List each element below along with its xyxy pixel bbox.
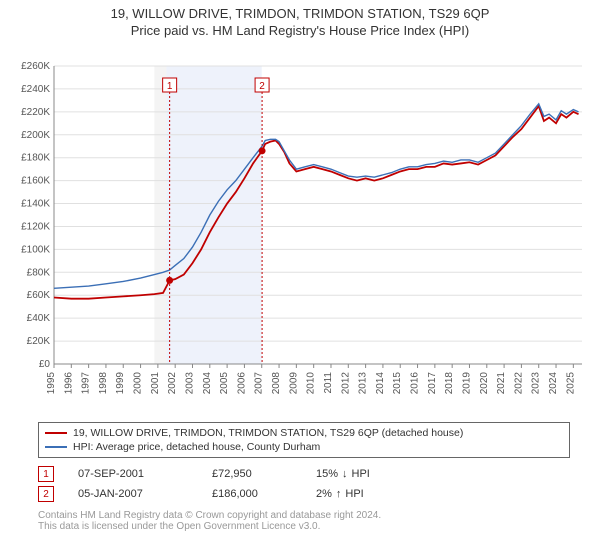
svg-text:£100K: £100K [21, 244, 50, 255]
svg-text:2005: 2005 [219, 372, 230, 395]
svg-text:£180K: £180K [21, 153, 50, 164]
svg-text:£20K: £20K [27, 336, 51, 347]
svg-text:2: 2 [259, 81, 265, 92]
svg-text:£120K: £120K [21, 221, 50, 232]
transaction-diff: 2% ↑ HPI [316, 488, 364, 500]
svg-text:2019: 2019 [461, 372, 472, 395]
transaction-price: £72,950 [212, 468, 292, 480]
svg-text:1999: 1999 [115, 372, 126, 395]
legend-item-hpi: HPI: Average price, detached house, Coun… [45, 440, 563, 454]
svg-text:2010: 2010 [306, 372, 317, 395]
attribution-text: Contains HM Land Registry data © Crown c… [38, 510, 570, 532]
svg-text:2018: 2018 [444, 372, 455, 395]
legend-label: 19, WILLOW DRIVE, TRIMDON, TRIMDON STATI… [73, 427, 463, 439]
price-chart: £0 £20K £40K £60K £80K £100K £120K £140K £160K £1… [10, 46, 590, 416]
svg-text:1: 1 [167, 81, 173, 92]
svg-text:2014: 2014 [375, 372, 386, 395]
legend-label: HPI: Average price, detached house, Coun… [73, 441, 320, 453]
svg-text:£220K: £220K [21, 107, 50, 118]
transaction-marker: 1 [38, 466, 54, 482]
svg-text:2007: 2007 [254, 372, 265, 395]
svg-text:2017: 2017 [427, 372, 438, 395]
transaction-marker: 2 [38, 486, 54, 502]
svg-text:£200K: £200K [21, 130, 50, 141]
chart-title-address: 19, WILLOW DRIVE, TRIMDON, TRIMDON STATI… [0, 6, 600, 21]
svg-text:1998: 1998 [98, 372, 109, 395]
svg-text:1997: 1997 [81, 372, 92, 395]
chart-title-sub: Price paid vs. HM Land Registry's House … [0, 23, 600, 38]
svg-text:2001: 2001 [150, 372, 161, 395]
transaction-row: 2 05-JAN-2007 £186,000 2% ↑ HPI [38, 484, 570, 504]
svg-text:£40K: £40K [27, 313, 51, 324]
svg-text:2013: 2013 [358, 372, 369, 395]
svg-text:£0: £0 [39, 359, 51, 370]
chart-legend: 19, WILLOW DRIVE, TRIMDON, TRIMDON STATI… [38, 422, 570, 458]
transactions-table: 1 07-SEP-2001 £72,950 15% ↓ HPI 2 05-JAN… [38, 464, 570, 504]
svg-text:2003: 2003 [184, 372, 195, 395]
chart-titles: 19, WILLOW DRIVE, TRIMDON, TRIMDON STATI… [0, 0, 600, 40]
legend-item-property: 19, WILLOW DRIVE, TRIMDON, TRIMDON STATI… [45, 426, 563, 440]
svg-text:2009: 2009 [288, 372, 299, 395]
arrow-up-icon: ↑ [336, 488, 342, 500]
svg-text:2011: 2011 [323, 372, 334, 394]
svg-text:2020: 2020 [479, 372, 490, 395]
svg-text:£60K: £60K [27, 290, 51, 301]
svg-text:£260K: £260K [21, 61, 50, 72]
arrow-down-icon: ↓ [342, 468, 348, 480]
svg-text:£240K: £240K [21, 84, 50, 95]
svg-text:2006: 2006 [236, 372, 247, 395]
svg-text:£80K: £80K [27, 267, 51, 278]
svg-text:£140K: £140K [21, 199, 50, 210]
svg-text:2012: 2012 [340, 372, 351, 395]
svg-text:2025: 2025 [565, 372, 576, 395]
svg-text:2016: 2016 [410, 372, 421, 395]
chart-svg: £0 £20K £40K £60K £80K £100K £120K £140K £160K £1… [10, 46, 590, 416]
transaction-row: 1 07-SEP-2001 £72,950 15% ↓ HPI [38, 464, 570, 484]
transaction-date: 07-SEP-2001 [78, 468, 188, 480]
svg-text:2008: 2008 [271, 372, 282, 395]
svg-text:2004: 2004 [202, 372, 213, 395]
svg-text:2002: 2002 [167, 372, 178, 395]
legend-swatch [45, 432, 67, 434]
svg-text:2024: 2024 [548, 372, 559, 395]
svg-text:2023: 2023 [531, 372, 542, 395]
transaction-diff: 15% ↓ HPI [316, 468, 370, 480]
legend-swatch [45, 446, 67, 448]
svg-text:2000: 2000 [133, 372, 144, 395]
svg-text:2022: 2022 [513, 372, 524, 395]
svg-text:1996: 1996 [63, 372, 74, 395]
transaction-price: £186,000 [212, 488, 292, 500]
svg-text:£160K: £160K [21, 176, 50, 187]
svg-text:1995: 1995 [46, 372, 57, 395]
svg-text:2015: 2015 [392, 372, 403, 395]
transaction-date: 05-JAN-2007 [78, 488, 188, 500]
svg-text:2021: 2021 [496, 372, 507, 395]
